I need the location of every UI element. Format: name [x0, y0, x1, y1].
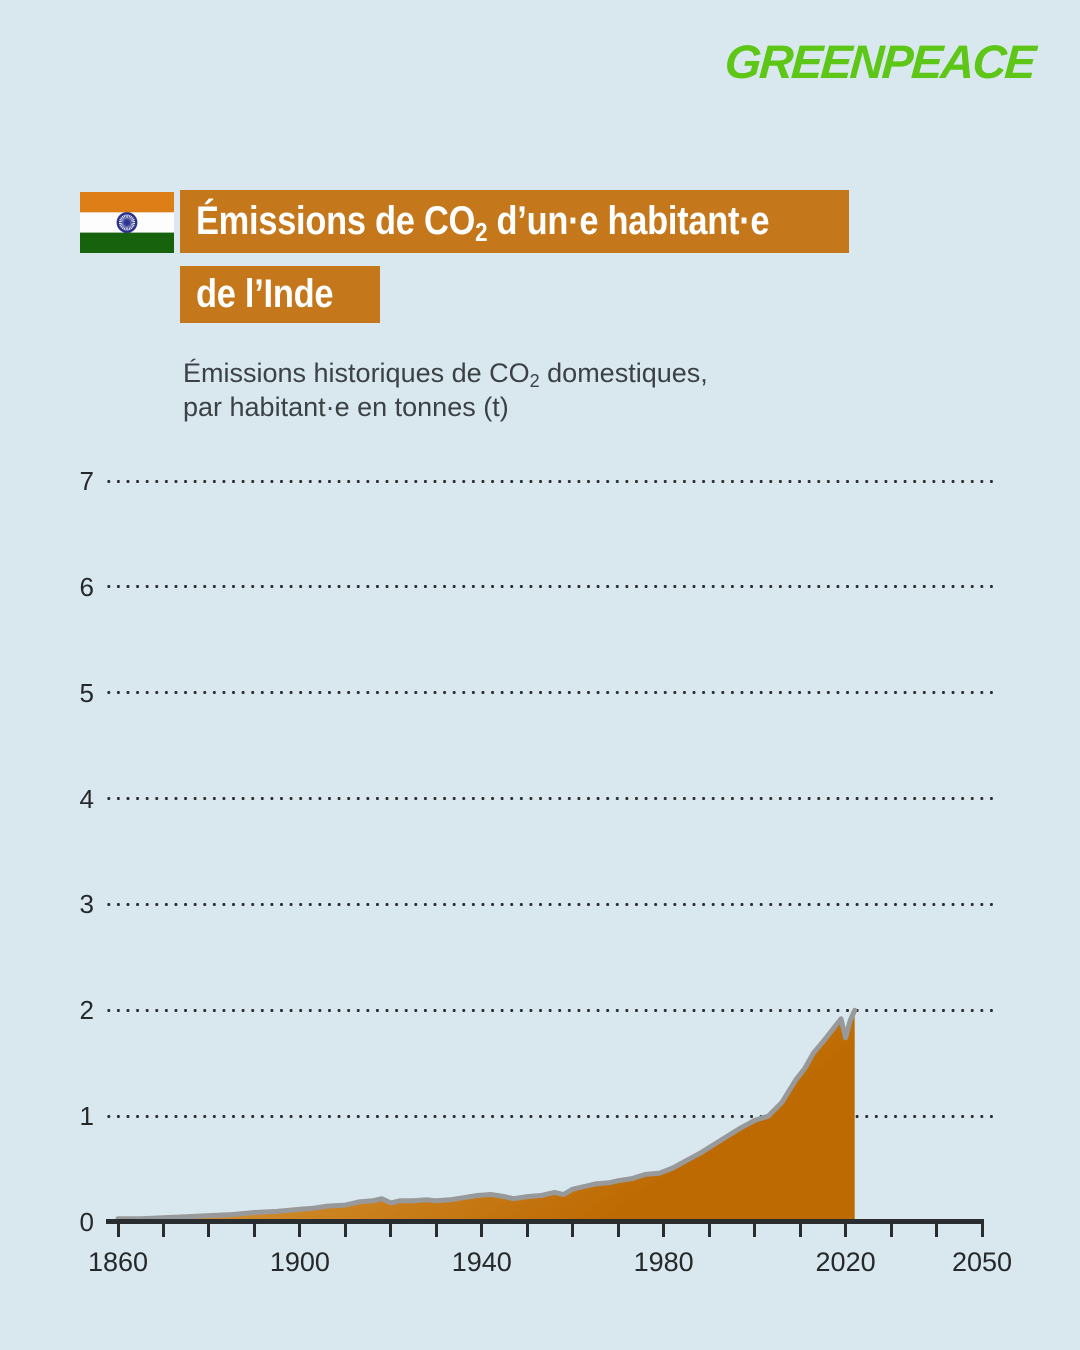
x-tick-2020	[844, 1222, 848, 1237]
gridline-6	[104, 585, 995, 589]
x-tick-1910	[343, 1222, 347, 1237]
gridline-3	[104, 902, 995, 906]
x-tick-1970	[616, 1222, 620, 1237]
x-tick-1870	[161, 1222, 165, 1237]
x-tick-1930	[434, 1222, 438, 1237]
gridline-5	[104, 691, 995, 695]
gridline-4	[104, 797, 995, 801]
y-axis-label-4: 4	[79, 783, 94, 814]
y-axis-label-1: 1	[79, 1101, 94, 1132]
india-flag-icon	[80, 192, 174, 253]
x-axis-label-1900: 1900	[269, 1247, 330, 1277]
title-banner-line2: de l’Inde	[180, 266, 380, 323]
y-axis-label-7: 7	[79, 466, 94, 496]
chart-subtitle: Émissions historiques de CO2 domestiques…	[183, 356, 708, 424]
gridline-1	[104, 1114, 995, 1118]
chart-subtitle-line1: Émissions historiques de CO2 domestiques…	[183, 358, 708, 391]
x-tick-2030	[889, 1222, 893, 1237]
x-tick-1990	[707, 1222, 711, 1237]
greenpeace-logo: GREENPEACE	[723, 35, 1036, 88]
page-title: Émissions de CO2 d’un·e habitant·e	[196, 199, 770, 247]
chart-subtitle-line2: par habitant·e en tonnes (t)	[183, 392, 509, 422]
x-tick-1920	[389, 1222, 393, 1237]
x-axis-label-1940: 1940	[451, 1247, 512, 1277]
x-tick-2010	[798, 1222, 802, 1237]
x-tick-2050	[980, 1222, 984, 1237]
page-title-line2: de l’Inde	[196, 272, 334, 316]
x-tick-2000	[753, 1222, 757, 1237]
y-axis-label-2: 2	[79, 995, 94, 1026]
gridline-7	[104, 479, 995, 483]
x-axis-label-2050: 2050	[951, 1247, 1013, 1277]
x-tick-1980	[662, 1222, 666, 1237]
gridline-2	[104, 1008, 995, 1012]
y-axis-label-5: 5	[79, 677, 94, 708]
x-axis-label-1980: 1980	[633, 1247, 694, 1277]
ashoka-chakra-icon	[116, 212, 138, 233]
title-banner-line1: Émissions de CO2 d’un·e habitant·e	[180, 190, 849, 253]
x-axis-line	[106, 1219, 984, 1224]
x-tick-1960	[571, 1222, 575, 1237]
y-axis-label-3: 3	[79, 889, 94, 920]
x-tick-1890	[252, 1222, 256, 1237]
x-tick-1940	[480, 1222, 484, 1237]
y-axis-label-0: 0	[79, 1207, 94, 1237]
x-tick-1900	[298, 1222, 302, 1237]
x-tick-1860	[116, 1222, 120, 1237]
x-axis-label-2020: 2020	[815, 1247, 876, 1277]
x-tick-1880	[207, 1222, 211, 1237]
x-axis-label-1860: 1860	[87, 1247, 149, 1277]
x-tick-1950	[525, 1222, 529, 1237]
y-axis-label-6: 6	[79, 571, 94, 602]
x-tick-2040	[935, 1222, 939, 1237]
